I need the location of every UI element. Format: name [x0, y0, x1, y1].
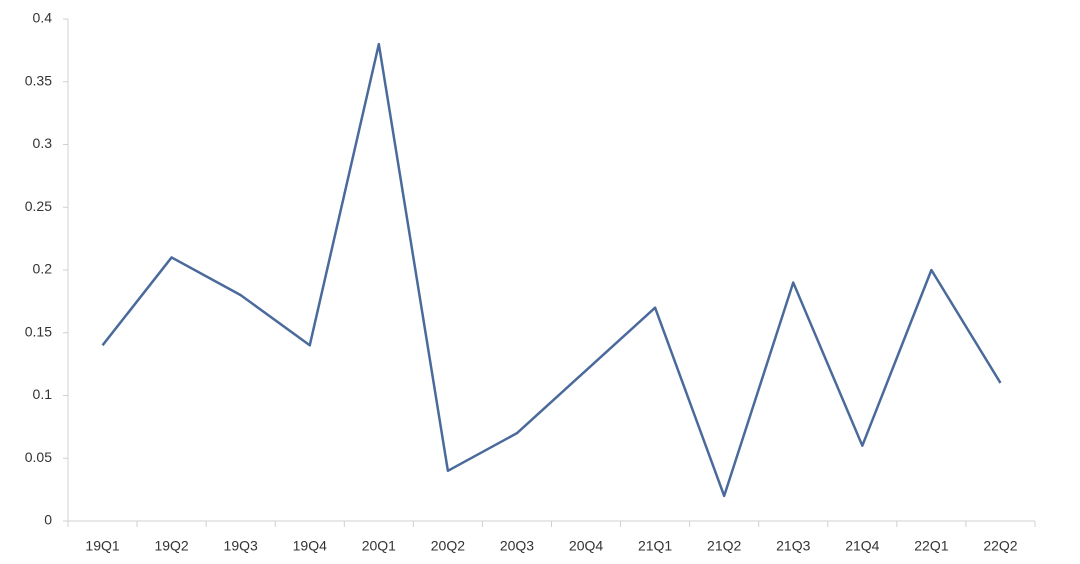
y-tick-label: 0.4: [33, 10, 53, 26]
x-tick-label: 21Q1: [638, 538, 672, 554]
y-tick-label: 0.3: [33, 135, 53, 151]
x-tick-label: 19Q4: [293, 538, 327, 554]
x-tick-label: 22Q2: [983, 538, 1017, 554]
x-tick-label: 19Q3: [224, 538, 258, 554]
y-tick-label: 0.25: [25, 198, 52, 214]
x-tick-label: 20Q4: [569, 538, 603, 554]
x-tick-label: 21Q3: [776, 538, 810, 554]
y-tick-label: 0.05: [25, 449, 52, 465]
x-tick-label: 21Q2: [707, 538, 741, 554]
x-tick-label: 19Q1: [85, 538, 119, 554]
x-tick-label: 20Q2: [431, 538, 465, 554]
y-tick-label: 0.1: [33, 386, 53, 402]
y-tick-label: 0: [44, 512, 52, 528]
y-tick-label: 0.15: [25, 323, 52, 339]
x-tick-label: 20Q3: [500, 538, 534, 554]
x-tick-label: 21Q4: [845, 538, 879, 554]
x-tick-label: 22Q1: [914, 538, 948, 554]
x-tick-label: 19Q2: [154, 538, 188, 554]
y-tick-label: 0.35: [25, 72, 52, 88]
x-tick-label: 20Q1: [362, 538, 396, 554]
y-tick-label: 0.2: [33, 261, 53, 277]
data-line: [101, 42, 1002, 498]
